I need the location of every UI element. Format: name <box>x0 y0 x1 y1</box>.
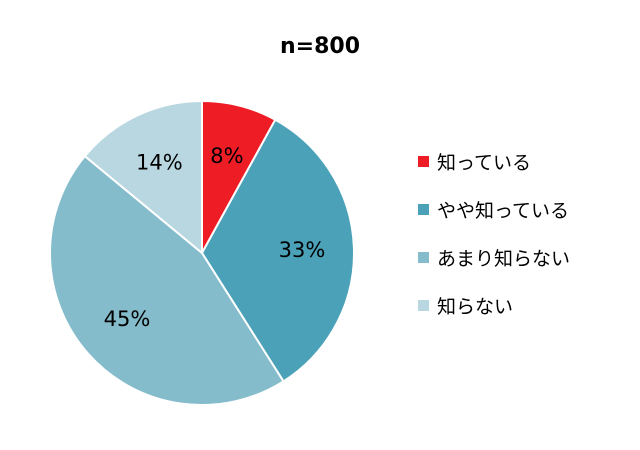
legend-label: あまり知らない <box>437 247 571 270</box>
pie-slice-2 <box>200 118 356 383</box>
legend-item-3: あまり知らない <box>418 233 570 281</box>
data-label-2: 33% <box>279 238 326 262</box>
chart-legend: 知っているやや知っている あまり知らない 知らない <box>418 137 570 329</box>
legend-swatch <box>418 155 429 167</box>
legend-item-4: 知らない <box>418 281 570 329</box>
data-label-4: 14% <box>136 151 183 175</box>
legend-swatch <box>418 251 429 263</box>
pie-slice-4 <box>83 99 203 256</box>
legend-label: 知っている <box>437 151 532 174</box>
legend-item-2: やや知っている <box>418 185 570 233</box>
legend-swatch <box>418 203 429 215</box>
chart-title: n=800 <box>279 34 361 59</box>
legend-label: やや知っている <box>437 199 570 222</box>
data-label-3: 45% <box>104 307 151 331</box>
data-label-1: 8% <box>210 144 243 168</box>
legend-item-1: 知っている <box>418 137 570 185</box>
pie-slice-3 <box>49 154 285 406</box>
legend-label: 知らない <box>437 295 514 318</box>
legend-swatch <box>418 299 429 311</box>
